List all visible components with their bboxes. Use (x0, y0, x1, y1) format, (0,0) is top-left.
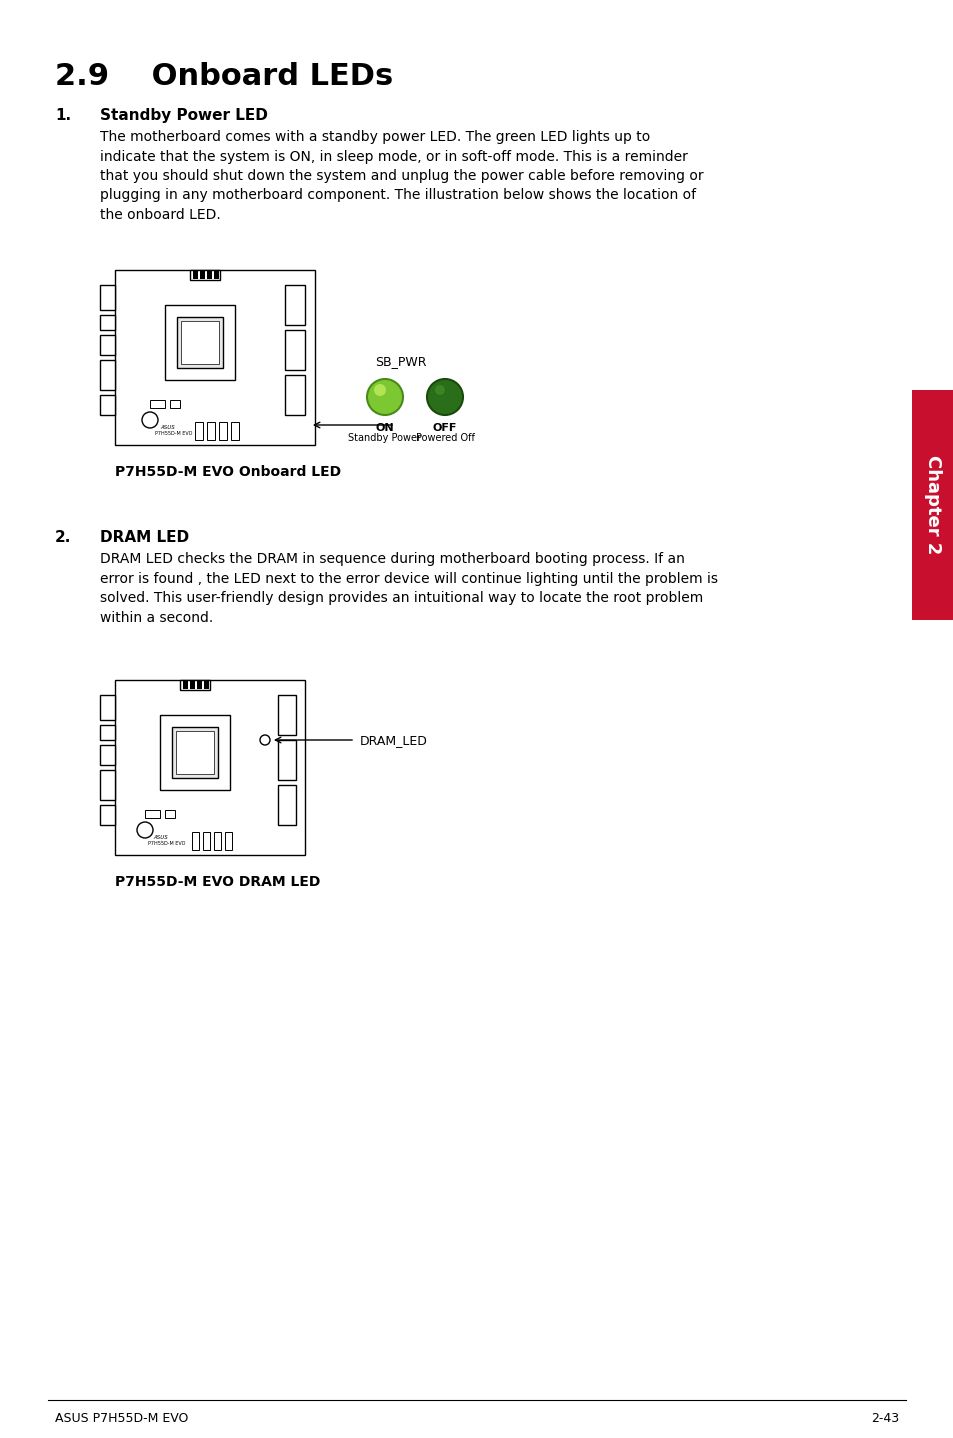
Bar (194, 421, 203, 440)
Text: OFF: OFF (433, 423, 456, 433)
Text: ASUS: ASUS (160, 426, 174, 430)
Bar (213, 833, 221, 850)
Bar (165, 305, 234, 380)
Circle shape (435, 385, 444, 395)
Bar (203, 833, 210, 850)
Text: P7H55D-M EVO Onboard LED: P7H55D-M EVO Onboard LED (115, 464, 341, 479)
Bar (100, 315, 115, 329)
Bar (192, 833, 199, 850)
Bar (100, 805, 115, 825)
Bar (172, 728, 218, 778)
Bar (277, 695, 295, 735)
Bar (115, 680, 305, 856)
Bar (231, 421, 239, 440)
Text: 2.: 2. (55, 531, 71, 545)
Bar (277, 785, 295, 825)
Bar (100, 725, 115, 741)
Text: P7H55D-M EVO: P7H55D-M EVO (154, 431, 193, 436)
Text: DRAM LED: DRAM LED (100, 531, 189, 545)
Bar (193, 270, 198, 279)
Bar (100, 285, 115, 311)
Bar (170, 400, 180, 408)
Bar (213, 270, 219, 279)
Bar (100, 769, 115, 800)
Bar (150, 400, 165, 408)
Bar (160, 715, 230, 789)
Bar (100, 695, 115, 720)
Text: DRAM_LED: DRAM_LED (359, 733, 428, 746)
Text: P7H55D-M EVO: P7H55D-M EVO (148, 841, 185, 846)
Bar (100, 395, 115, 416)
Circle shape (374, 384, 386, 395)
Text: 2-43: 2-43 (870, 1412, 898, 1425)
Text: P7H55D-M EVO DRAM LED: P7H55D-M EVO DRAM LED (115, 874, 320, 889)
Bar (277, 741, 295, 779)
Text: ON: ON (375, 423, 394, 433)
Bar (177, 316, 223, 368)
Bar (190, 682, 194, 689)
Bar (181, 321, 219, 364)
Text: 2.9    Onboard LEDs: 2.9 Onboard LEDs (55, 62, 393, 91)
Bar (285, 285, 305, 325)
Bar (100, 335, 115, 355)
Text: Standby Power: Standby Power (348, 433, 421, 443)
Bar (219, 421, 227, 440)
Text: ASUS: ASUS (152, 835, 168, 840)
Bar (145, 810, 160, 818)
Bar (100, 745, 115, 765)
Bar (225, 833, 232, 850)
Circle shape (427, 380, 462, 416)
Text: Standby Power LED: Standby Power LED (100, 108, 268, 124)
Bar (204, 682, 209, 689)
Text: DRAM LED checks the DRAM in sequence during motherboard booting process. If an
e: DRAM LED checks the DRAM in sequence dur… (100, 552, 718, 624)
Bar (196, 682, 202, 689)
Bar (285, 375, 305, 416)
Bar (285, 329, 305, 370)
Text: SB_PWR: SB_PWR (375, 355, 426, 368)
Text: Powered Off: Powered Off (416, 433, 474, 443)
Bar (180, 680, 210, 690)
Bar (183, 682, 188, 689)
Text: The motherboard comes with a standby power LED. The green LED lights up to
indic: The motherboard comes with a standby pow… (100, 129, 703, 221)
Bar (190, 270, 220, 280)
Bar (207, 421, 214, 440)
Circle shape (260, 735, 270, 745)
Bar (911, 390, 953, 620)
Text: Chapter 2: Chapter 2 (923, 456, 941, 555)
Bar (100, 360, 115, 390)
Bar (165, 810, 174, 818)
Bar (115, 270, 314, 444)
Text: 1.: 1. (55, 108, 71, 124)
Bar (200, 270, 205, 279)
Circle shape (367, 380, 402, 416)
Text: ASUS P7H55D-M EVO: ASUS P7H55D-M EVO (55, 1412, 188, 1425)
Bar (175, 731, 213, 774)
Bar (207, 270, 212, 279)
